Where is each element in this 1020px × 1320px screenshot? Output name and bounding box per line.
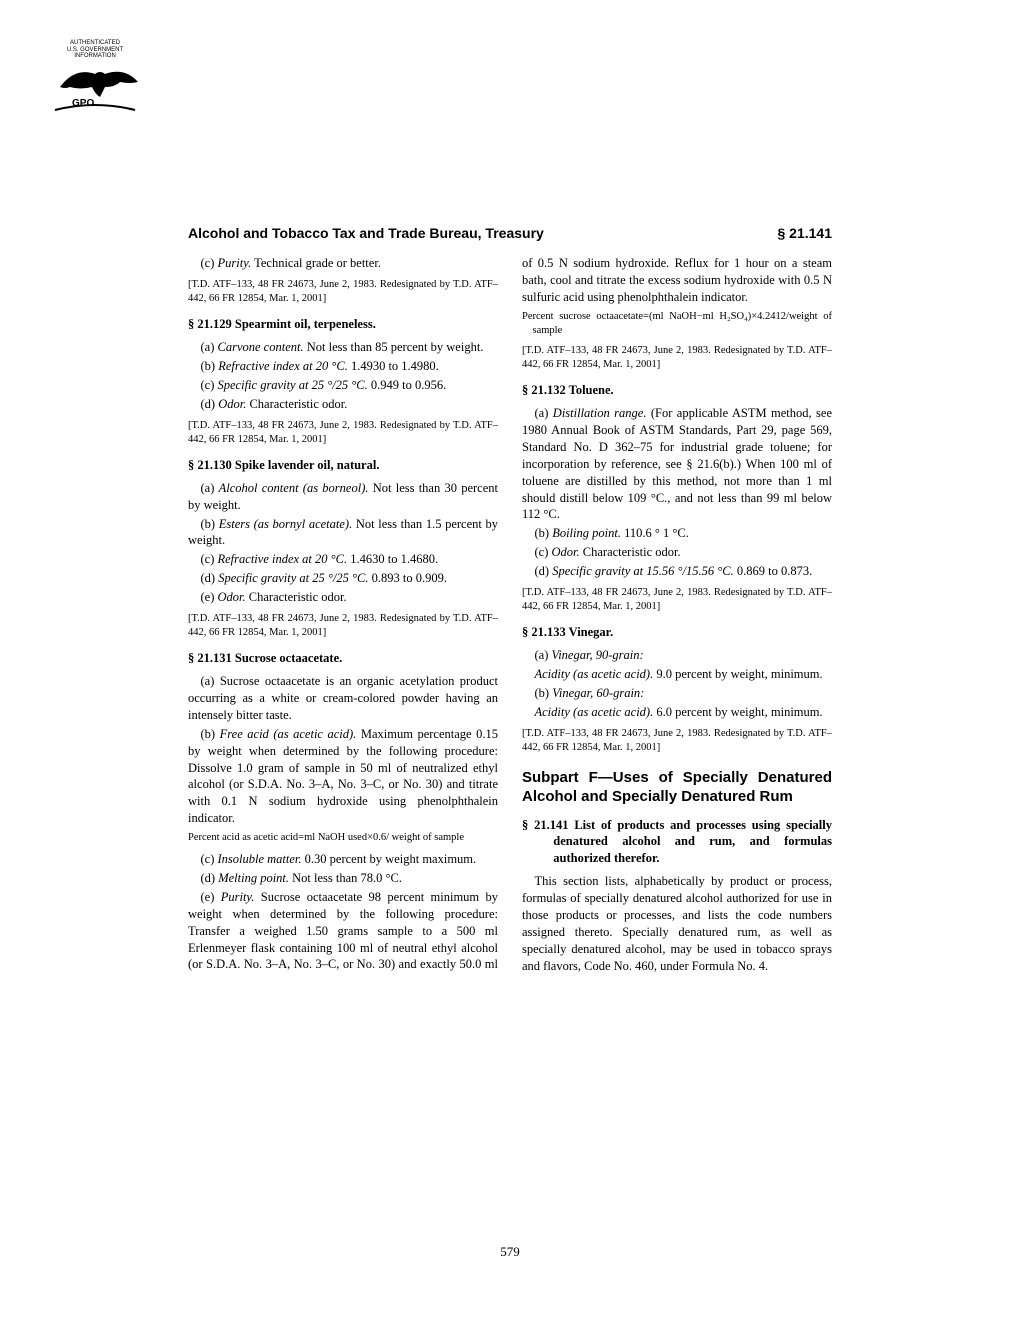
section-21-130: § 21.130 Spike lavender oil, natural.	[188, 457, 498, 474]
para: (a) Distillation range. (For applicable …	[522, 405, 832, 523]
formula: Percent acid as acetic acid=ml NaOH used…	[188, 831, 498, 845]
header-right: § 21.141	[778, 225, 833, 241]
section-21-132: § 21.132 Toluene.	[522, 382, 832, 399]
section-21-129: § 21.129 Spearmint oil, terpeneless.	[188, 316, 498, 333]
citation: [T.D. ATF–133, 48 FR 24673, June 2, 1983…	[188, 419, 498, 447]
para: Acidity (as acetic acid). 6.0 percent by…	[522, 704, 832, 721]
body-columns: (c) Purity. Technical grade or better. […	[188, 255, 832, 975]
citation: [T.D. ATF–133, 48 FR 24673, June 2, 1983…	[522, 586, 832, 614]
para: This section lists, alphabetically by pr…	[522, 873, 832, 974]
para: (a) Vinegar, 90-grain:	[522, 647, 832, 664]
section-21-131: § 21.131 Sucrose octaacetate.	[188, 650, 498, 667]
section-21-133: § 21.133 Vinegar.	[522, 624, 832, 641]
citation: [T.D. ATF–133, 48 FR 24673, June 2, 1983…	[188, 612, 498, 640]
seal-text-3: INFORMATION	[40, 53, 150, 60]
para: (d) Odor. Characteristic odor.	[188, 396, 498, 413]
para-purity: (c) Purity. Technical grade or better.	[188, 255, 498, 272]
para: (d) Specific gravity at 25 °/25 °C. 0.89…	[188, 570, 498, 587]
page-number: 579	[0, 1244, 1020, 1260]
para: (b) Vinegar, 60-grain:	[522, 685, 832, 702]
running-header: Alcohol and Tobacco Tax and Trade Bureau…	[188, 225, 832, 241]
para: (c) Specific gravity at 25 °/25 °C. 0.94…	[188, 377, 498, 394]
subpart-f-heading: Subpart F—Uses of Specially Denatured Al…	[522, 769, 832, 807]
seal-text-1: AUTHENTICATED	[40, 40, 150, 47]
para: (a) Carvone content. Not less than 85 pe…	[188, 339, 498, 356]
para: (d) Specific gravity at 15.56 °/15.56 °C…	[522, 563, 832, 580]
formula: Percent sucrose octaacetate=(ml NaOH−ml …	[522, 310, 832, 338]
para: (c) Odor. Characteristic odor.	[522, 544, 832, 561]
para: (a) Sucrose octaacetate is an organic ac…	[188, 673, 498, 724]
para: (c) Insoluble matter. 0.30 percent by we…	[188, 851, 498, 868]
header-left: Alcohol and Tobacco Tax and Trade Bureau…	[188, 225, 544, 241]
para: (e) Odor. Characteristic odor.	[188, 589, 498, 606]
eagle-icon: GPO	[50, 62, 140, 112]
citation: [T.D. ATF–133, 48 FR 24673, June 2, 1983…	[188, 278, 498, 306]
citation: [T.D. ATF–133, 48 FR 24673, June 2, 1983…	[522, 344, 832, 372]
para: (d) Melting point. Not less than 78.0 °C…	[188, 870, 498, 887]
section-21-141: § 21.141 List of products and processes …	[522, 817, 832, 868]
citation: [T.D. ATF–133, 48 FR 24673, June 2, 1983…	[522, 727, 832, 755]
para: (b) Free acid (as acetic acid). Maximum …	[188, 726, 498, 827]
para: (a) Alcohol content (as borneol). Not le…	[188, 480, 498, 514]
para: (c) Refractive index at 20 °C. 1.4630 to…	[188, 551, 498, 568]
para: (b) Esters (as bornyl acetate). Not less…	[188, 516, 498, 550]
gpo-seal: AUTHENTICATED U.S. GOVERNMENT INFORMATIO…	[40, 40, 150, 114]
gpo-text: GPO	[72, 98, 94, 109]
para: Acidity (as acetic acid). 9.0 percent by…	[522, 666, 832, 683]
page-content: Alcohol and Tobacco Tax and Trade Bureau…	[188, 225, 832, 975]
para: (b) Refractive index at 20 °C. 1.4930 to…	[188, 358, 498, 375]
seal-text-2: U.S. GOVERNMENT	[40, 47, 150, 54]
para: (b) Boiling point. 110.6 ° 1 °C.	[522, 525, 832, 542]
